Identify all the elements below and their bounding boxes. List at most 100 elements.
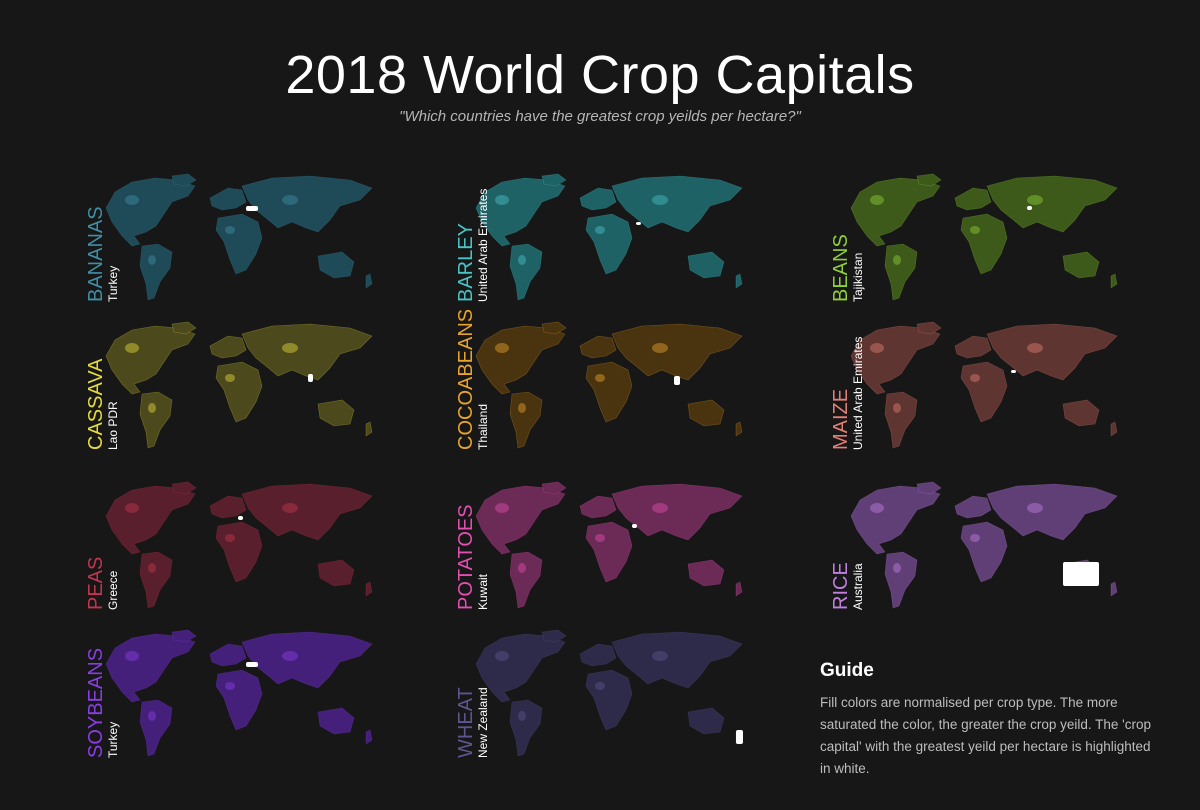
continent-asia [241, 323, 373, 381]
continent-south-america [139, 391, 173, 449]
continent-south-america [139, 243, 173, 301]
continent-new-zealand [735, 273, 743, 289]
world-map [105, 321, 373, 449]
crop-capital-highlight [238, 516, 243, 520]
guide-text: Fill colors are normalised per crop type… [820, 695, 1152, 776]
crop-name: PEAS [85, 556, 107, 610]
crop-label: RICE Australia [830, 562, 865, 610]
continent-europe [579, 335, 617, 359]
continent-north-america [105, 633, 196, 703]
world-map [105, 173, 373, 301]
continent-europe [579, 187, 617, 211]
continent-africa [585, 521, 633, 583]
continent-new-zealand [1110, 581, 1118, 597]
high-yield-region [970, 534, 980, 542]
continent-australia [687, 399, 725, 427]
world-map [475, 173, 743, 301]
crop-capital-highlight [632, 524, 637, 528]
continent-greenland [541, 173, 567, 187]
crop-capital-country: United Arab Emirates [851, 336, 865, 450]
continent-greenland [541, 481, 567, 495]
page-subtitle: "Which countries have the greatest crop … [399, 108, 801, 125]
world-map [850, 321, 1118, 449]
high-yield-region [225, 374, 235, 382]
high-yield-region [495, 503, 509, 513]
crop-capital-highlight [1011, 370, 1016, 373]
continent-greenland [916, 173, 942, 187]
high-yield-region [282, 503, 298, 513]
continent-north-america [475, 177, 566, 247]
continent-asia [241, 175, 373, 233]
continent-south-america [884, 551, 918, 609]
continent-south-america [509, 551, 543, 609]
continent-south-america [884, 243, 918, 301]
continent-new-zealand [1110, 421, 1118, 437]
high-yield-region [1027, 503, 1043, 513]
crop-name: MAIZE [830, 388, 852, 450]
high-yield-region [125, 195, 139, 205]
continent-greenland [916, 481, 942, 495]
continent-asia [241, 631, 373, 689]
continent-south-america [509, 699, 543, 757]
continent-africa [585, 669, 633, 731]
crop-capital-country: Lao PDR [106, 401, 120, 450]
world-map [475, 321, 743, 449]
crop-capital-country: Tajikistan [851, 252, 865, 302]
continent-south-america [139, 551, 173, 609]
high-yield-region [870, 195, 884, 205]
continent-north-america [475, 325, 566, 395]
high-yield-region [518, 563, 526, 573]
continent-greenland [541, 321, 567, 335]
continent-south-america [884, 391, 918, 449]
continent-europe [579, 495, 617, 519]
high-yield-region [225, 226, 235, 234]
continent-europe [209, 643, 247, 667]
page-title: 2018 World Crop Capitals [285, 45, 915, 105]
continent-north-america [475, 485, 566, 555]
continent-new-zealand [1110, 273, 1118, 289]
continent-asia [611, 175, 743, 233]
crop-label: SOYBEANS Turkey [85, 648, 120, 758]
high-yield-region [148, 563, 156, 573]
map-panel-barley: BARLEY United Arab Emirates [430, 170, 790, 310]
continent-south-america [509, 391, 543, 449]
continent-north-america [850, 177, 941, 247]
continent-new-zealand [735, 581, 743, 597]
map-panel-rice: RICE Australia [805, 478, 1165, 618]
continent-europe [209, 335, 247, 359]
continent-europe [954, 495, 992, 519]
crop-capital-highlight [636, 222, 641, 225]
high-yield-region [893, 403, 901, 413]
crop-name: BARLEY [455, 223, 477, 302]
continent-north-america [475, 633, 566, 703]
continent-australia [317, 251, 355, 279]
crop-name: RICE [830, 562, 852, 610]
continent-australia [687, 707, 725, 735]
crop-capital-highlight [1063, 562, 1099, 586]
high-yield-region [595, 374, 605, 382]
continent-north-america [850, 485, 941, 555]
crop-label: WHEAT New Zealand [455, 687, 490, 758]
high-yield-region [148, 255, 156, 265]
continent-south-america [509, 243, 543, 301]
high-yield-region [495, 343, 509, 353]
continent-new-zealand [365, 581, 373, 597]
map-panel-peas: PEAS Greece [60, 478, 420, 618]
high-yield-region [282, 343, 298, 353]
high-yield-region [225, 534, 235, 542]
continent-africa [960, 521, 1008, 583]
high-yield-region [125, 651, 139, 661]
crop-capital-country: Greece [106, 570, 120, 610]
crop-label: POTATOES Kuwait [455, 504, 490, 610]
high-yield-region [870, 343, 884, 353]
high-yield-region [282, 195, 298, 205]
crop-label: PEAS Greece [85, 556, 120, 610]
crop-capital-highlight [308, 374, 313, 382]
crop-name: COCOABEANS [455, 308, 477, 450]
continent-asia [611, 483, 743, 541]
continent-asia [986, 483, 1118, 541]
crop-capital-country: New Zealand [476, 687, 490, 758]
world-map [475, 629, 743, 757]
high-yield-region [148, 711, 156, 721]
continent-africa [585, 361, 633, 423]
